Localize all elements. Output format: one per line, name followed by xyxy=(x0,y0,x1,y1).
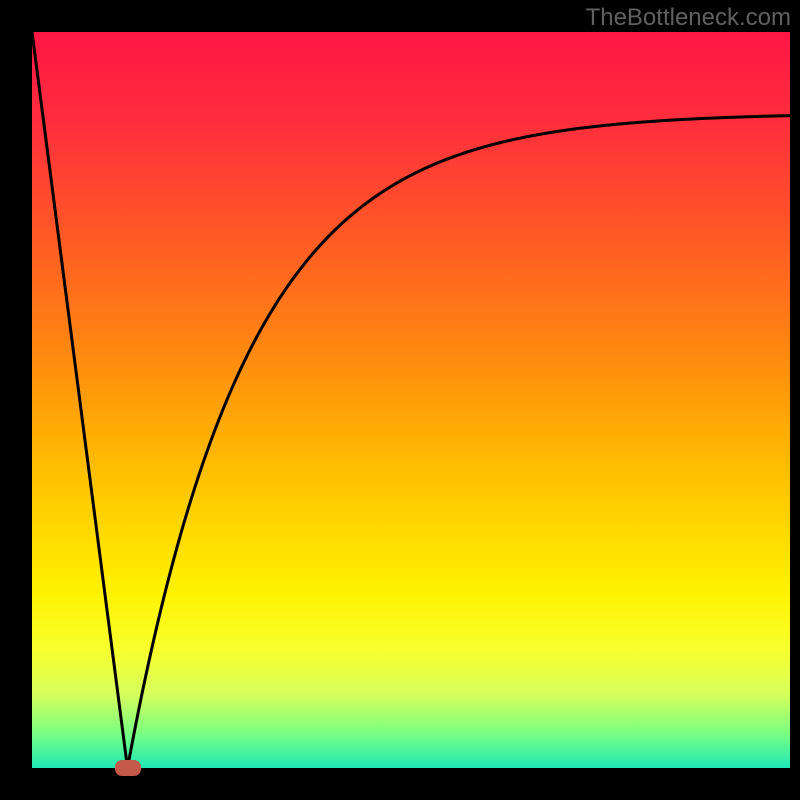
minimum-marker xyxy=(115,760,141,776)
bottleneck-curve xyxy=(32,32,790,766)
watermark-label: TheBottleneck.com xyxy=(586,4,791,32)
chart-canvas: TheBottleneck.com xyxy=(0,0,800,800)
chart-svg-layer xyxy=(0,0,800,800)
